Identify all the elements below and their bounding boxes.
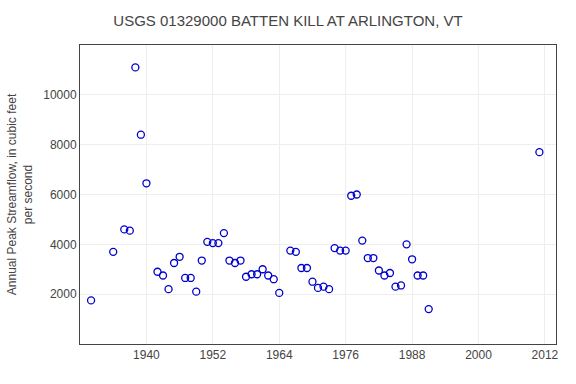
svg-text:2012: 2012 [532, 348, 559, 362]
svg-text:4000: 4000 [50, 238, 77, 252]
svg-text:6000: 6000 [50, 188, 77, 202]
svg-text:2000: 2000 [50, 287, 77, 301]
svg-text:1988: 1988 [399, 348, 426, 362]
svg-text:1940: 1940 [133, 348, 160, 362]
svg-text:8000: 8000 [50, 138, 77, 152]
svg-text:2000: 2000 [465, 348, 492, 362]
svg-text:1964: 1964 [266, 348, 293, 362]
svg-text:1976: 1976 [332, 348, 359, 362]
svg-text:1952: 1952 [199, 348, 226, 362]
svg-text:Annual Peak Streamflow, in cub: Annual Peak Streamflow, in cubic feetper… [5, 93, 35, 295]
svg-text:USGS 01329000 BATTEN KILL AT A: USGS 01329000 BATTEN KILL AT ARLINGTON, … [113, 12, 462, 29]
svg-text:10000: 10000 [43, 88, 77, 102]
